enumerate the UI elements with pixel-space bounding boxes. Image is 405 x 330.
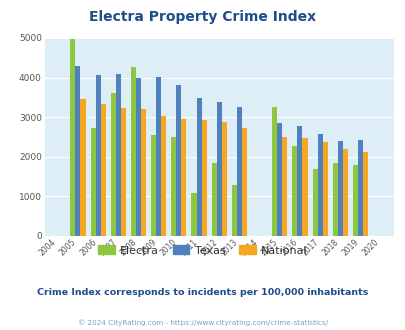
Bar — [342, 149, 347, 236]
Bar — [181, 119, 186, 236]
Bar — [70, 39, 75, 236]
Text: Crime Index corresponds to incidents per 100,000 inhabitants: Crime Index corresponds to incidents per… — [37, 288, 368, 297]
Bar — [111, 93, 115, 236]
Bar — [136, 78, 141, 236]
Bar — [312, 169, 317, 236]
Bar — [196, 98, 201, 236]
Bar — [151, 135, 156, 236]
Bar — [281, 137, 287, 236]
Bar — [362, 151, 367, 236]
Bar — [100, 104, 105, 236]
Bar — [156, 77, 161, 236]
Bar — [357, 140, 362, 236]
Bar — [277, 123, 281, 236]
Text: © 2024 CityRating.com - https://www.cityrating.com/crime-statistics/: © 2024 CityRating.com - https://www.city… — [78, 319, 327, 326]
Bar — [131, 67, 136, 236]
Bar — [292, 147, 297, 236]
Bar — [322, 142, 327, 236]
Text: Electra Property Crime Index: Electra Property Crime Index — [89, 10, 316, 24]
Bar — [121, 108, 126, 236]
Bar — [216, 103, 221, 236]
Bar — [90, 128, 96, 236]
Bar — [115, 74, 121, 236]
Bar — [302, 138, 307, 236]
Bar — [236, 107, 241, 236]
Bar — [80, 99, 85, 236]
Bar — [271, 107, 277, 236]
Bar — [201, 120, 206, 236]
Bar — [332, 163, 337, 236]
Bar — [211, 163, 216, 236]
Bar — [317, 134, 322, 236]
Bar — [241, 128, 246, 236]
Bar — [176, 85, 181, 236]
Bar — [191, 193, 196, 236]
Bar — [141, 109, 146, 236]
Bar — [171, 137, 176, 236]
Bar — [231, 185, 236, 236]
Bar — [161, 115, 166, 236]
Legend: Electra, Texas, National: Electra, Texas, National — [94, 241, 311, 260]
Bar — [96, 75, 100, 236]
Bar — [75, 66, 80, 236]
Bar — [297, 126, 302, 236]
Bar — [337, 141, 342, 236]
Bar — [221, 122, 226, 236]
Bar — [352, 165, 357, 236]
